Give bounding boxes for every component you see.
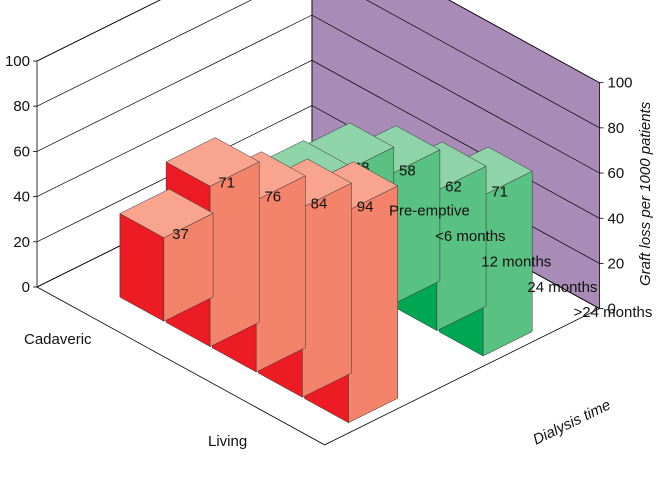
x-axis-title: Dialysis time xyxy=(530,396,613,448)
bar-value-label: 62 xyxy=(445,179,462,196)
bar-value-label: 37 xyxy=(172,226,189,243)
y-tick-label-right: 80 xyxy=(608,120,625,137)
series-label-living: Living xyxy=(208,433,247,450)
bar-side-face xyxy=(348,185,398,424)
bar-cadaveric-0: 37 xyxy=(119,188,214,322)
bar-side-face xyxy=(302,182,352,398)
category-label: <6 months xyxy=(435,228,505,245)
series-label-cadaveric: Cadaveric xyxy=(24,331,92,348)
y-axis-ticks: 0 0 20 20 40 40 60 60 80 80 100 100 xyxy=(5,53,633,318)
bar-value-label: 58 xyxy=(399,162,416,179)
y-tick-label-left: 100 xyxy=(5,53,30,70)
bar-top-face xyxy=(119,188,214,238)
bar-value-label: 94 xyxy=(357,198,374,215)
category-label: Pre-emptive xyxy=(389,203,470,220)
y-tick-label-left: 0 xyxy=(22,279,30,296)
y-axis-title: Graft loss per 1000 patients xyxy=(637,101,654,286)
y-tick-label-right: 100 xyxy=(608,75,633,92)
gridline xyxy=(36,0,600,84)
y-tick-label-right: 40 xyxy=(608,210,625,227)
gridline xyxy=(36,0,600,129)
bar-value-label: 71 xyxy=(491,184,508,201)
bar-top-face xyxy=(165,137,260,187)
category-labels: Cadaveric Living Pre-emptive <6 months 12 mo… xyxy=(24,203,652,450)
category-label: 12 months xyxy=(481,253,551,270)
bar-value-label: 71 xyxy=(218,174,235,191)
y-tick-label-left: 60 xyxy=(13,143,30,160)
category-label: 24 months xyxy=(527,279,597,296)
y-tick-label-left: 80 xyxy=(13,98,30,115)
y-tick-label-right: 20 xyxy=(608,255,625,272)
y-tick-label-left: 20 xyxy=(13,234,30,251)
y-tick-label-right: 0 xyxy=(608,301,616,318)
gridline xyxy=(36,14,600,174)
y-tick-label-left: 40 xyxy=(13,189,30,206)
bar-value-label: 84 xyxy=(311,196,328,213)
bars-group: 71625848299484767137 xyxy=(119,122,533,424)
bar-value-label: 76 xyxy=(264,188,281,205)
y-tick-label-right: 60 xyxy=(608,165,625,182)
category-label: >24 months xyxy=(574,304,653,321)
